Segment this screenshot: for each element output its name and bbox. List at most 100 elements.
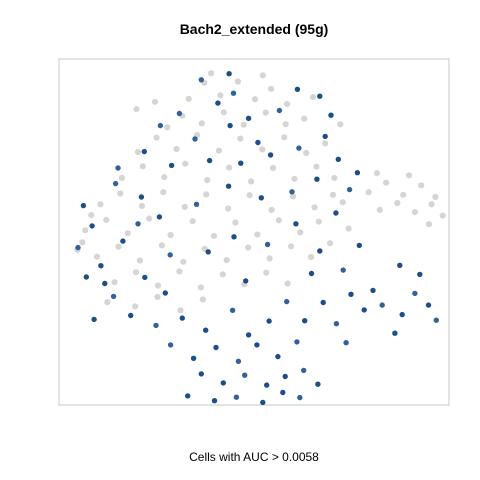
positive-cell-point (80, 202, 87, 209)
background-cell-point (284, 100, 291, 108)
positive-cell-point (264, 241, 271, 248)
background-cell-point (289, 193, 297, 200)
background-cell-point (115, 243, 122, 250)
positive-cell-point (315, 381, 321, 387)
positive-cell-point (83, 274, 90, 280)
positive-cell-point (213, 344, 219, 351)
positive-cell-point (266, 318, 272, 324)
background-cell-point (307, 254, 315, 261)
background-cell-point (400, 191, 407, 198)
background-cell-point (225, 205, 232, 212)
background-cell-point (297, 229, 304, 236)
positive-cell-point (168, 162, 175, 169)
positive-cell-point (412, 290, 418, 297)
positive-cell-point (255, 139, 261, 146)
positive-cell-point (433, 317, 439, 323)
background-cell-point (173, 145, 180, 153)
background-cell-point (118, 174, 125, 181)
background-cell-point (133, 106, 140, 113)
positive-cell-point (227, 122, 233, 129)
positive-cell-point (245, 115, 252, 122)
positive-cell-point (102, 280, 108, 287)
background-cell-point (418, 182, 425, 189)
positive-cell-point (192, 136, 198, 142)
positive-cell-point (340, 267, 346, 273)
positive-cell-point (128, 312, 134, 319)
positive-cell-point (260, 399, 266, 406)
positive-cell-point (75, 244, 81, 251)
background-cell-point (291, 175, 298, 182)
positive-cell-point (333, 321, 340, 327)
background-cell-point (177, 307, 184, 314)
background-cell-point (315, 218, 322, 225)
positive-cell-point (297, 394, 303, 401)
background-cell-point (240, 121, 247, 128)
background-cell-point (259, 146, 266, 153)
positive-cell-point (317, 248, 323, 254)
positive-cell-point (231, 234, 237, 240)
background-cell-point (262, 109, 269, 116)
positive-cell-point (322, 133, 328, 140)
positive-cell-point (379, 302, 385, 308)
background-cell-point (164, 124, 171, 131)
background-cell-point (394, 199, 401, 207)
positive-cell-point (203, 327, 209, 333)
background-cell-point (425, 221, 433, 228)
background-cell-point (226, 164, 233, 171)
background-cell-point (268, 206, 275, 213)
background-cell-point (88, 212, 95, 219)
positive-cell-point (417, 271, 423, 278)
positive-cell-point (282, 373, 288, 380)
background-cell-point (151, 98, 159, 105)
positive-cell-point (220, 380, 226, 386)
background-cell-point (275, 217, 282, 224)
background-cell-point (248, 178, 255, 185)
background-cell-point (217, 92, 224, 99)
background-cell-point (111, 279, 118, 286)
positive-cell-point (328, 112, 334, 118)
background-cell-point (167, 231, 174, 239)
positive-cell-point (112, 180, 119, 187)
background-cell-point (210, 232, 218, 239)
positive-cell-point (254, 342, 260, 348)
positive-cell-point (235, 358, 242, 364)
background-cell-point (161, 174, 168, 181)
positive-cell-point (302, 318, 308, 324)
background-cell-point (97, 201, 104, 208)
positive-cell-point (153, 322, 159, 329)
background-cell-point (251, 96, 259, 103)
positive-cell-point (167, 342, 174, 348)
background-cell-point (405, 172, 413, 179)
positive-cell-point (205, 249, 211, 255)
positive-cell-point (142, 274, 148, 281)
background-cell-point (313, 163, 320, 170)
positive-cell-point (157, 122, 164, 129)
positive-cell-point (89, 223, 95, 229)
positive-cell-point (320, 299, 326, 306)
background-cell-point (284, 280, 291, 287)
positive-cell-point (314, 176, 320, 182)
positive-cell-point (317, 93, 323, 99)
positive-cell-point (141, 148, 147, 155)
background-cell-point (232, 219, 239, 226)
background-cell-point (180, 258, 187, 265)
positive-cell-point (343, 340, 349, 346)
positive-cell-point (162, 290, 168, 296)
background-cell-point (268, 85, 275, 92)
background-cell-point (136, 257, 143, 264)
background-cell-point (185, 95, 192, 102)
background-cell-point (303, 149, 310, 156)
background-cell-point (176, 268, 183, 275)
background-cell-point (117, 190, 124, 197)
background-cell-point (134, 148, 142, 156)
background-cell-point (154, 282, 162, 289)
background-cell-point (439, 212, 446, 219)
positive-cell-point (354, 170, 361, 176)
background-cell-point (223, 257, 230, 264)
background-cell-point (220, 109, 227, 116)
background-cell-point (432, 193, 439, 201)
background-cell-point (219, 271, 226, 278)
background-cell-point (124, 230, 131, 237)
positive-cell-point (233, 394, 240, 400)
background-cell-point (245, 244, 252, 251)
